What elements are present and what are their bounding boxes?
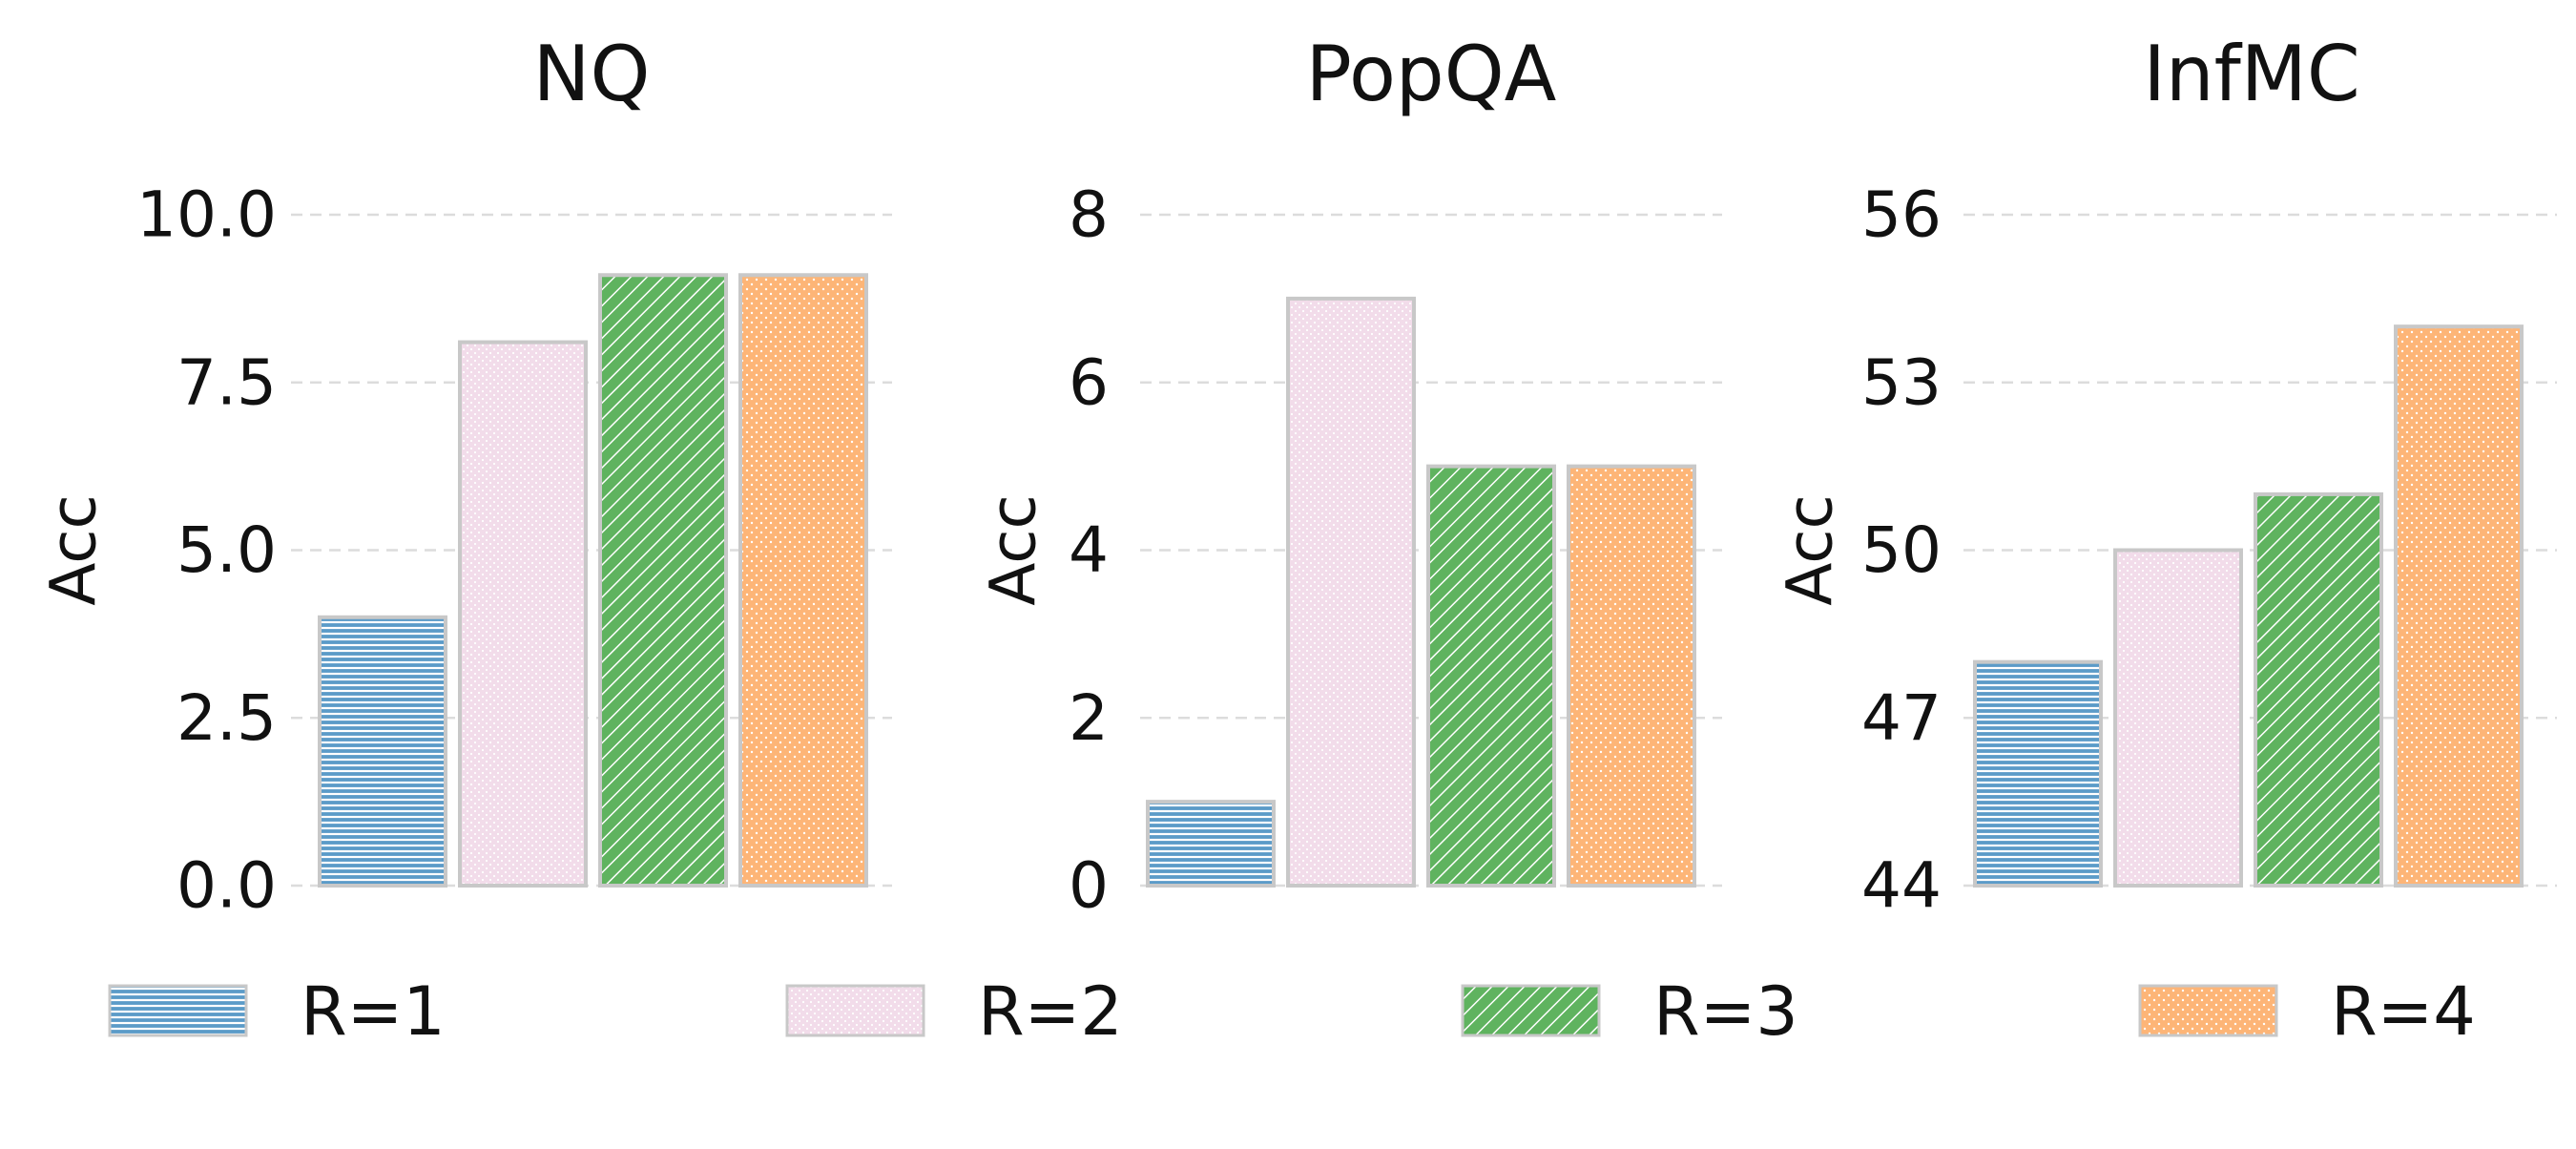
bar-r1 (1146, 800, 1276, 888)
bar-r4 (2394, 324, 2524, 888)
legend-item-r4: R=4 (2138, 972, 2476, 1051)
y-tick-label: 8 (1069, 178, 1109, 252)
y-tick-label: 44 (1861, 849, 1942, 923)
y-tick-label: 10.0 (136, 178, 277, 252)
y-axis-label: Acc (1774, 494, 1847, 606)
legend-swatch (2138, 984, 2278, 1037)
bar-r2 (1286, 296, 1416, 888)
legend-label: R=1 (301, 972, 446, 1051)
y-axis-label: Acc (977, 494, 1050, 606)
chart-panel-nq: NQ Acc 0.0 2.5 5.0 7.5 10.0 (37, 30, 892, 923)
y-tick-label: 47 (1861, 681, 1942, 755)
legend-label: R=3 (1653, 972, 1798, 1051)
legend-swatch (1461, 984, 1601, 1037)
panel-title: InfMC (2143, 30, 2359, 118)
bar-r3 (598, 273, 728, 888)
chart-panel-infmc: InfMC Acc 44 47 50 53 56 (1774, 30, 2557, 923)
y-tick-label: 2.5 (177, 681, 277, 755)
bar-r2 (458, 340, 588, 888)
bar-r4 (738, 273, 868, 888)
y-tick-label: 56 (1861, 178, 1942, 252)
legend: R=1 R=2 R=3 R=4 (108, 972, 2476, 1051)
y-tick-label: 2 (1069, 681, 1109, 755)
panel-title: PopQA (1306, 30, 1557, 118)
y-tick-label: 6 (1069, 345, 1109, 419)
bar-r1 (1973, 659, 2103, 888)
chart-panel-popqa: PopQA Acc 0 2 4 6 8 (977, 30, 1722, 923)
bar-r2 (2113, 548, 2243, 888)
y-axis-label: Acc (37, 494, 111, 606)
panel-title: NQ (533, 30, 651, 118)
legend-swatch (785, 984, 925, 1037)
bar-r4 (1567, 464, 1696, 888)
legend-item-r1: R=1 (108, 972, 446, 1051)
y-tick-label: 4 (1069, 513, 1109, 587)
y-tick-label: 0 (1069, 849, 1109, 923)
bar-r1 (318, 615, 447, 888)
legend-label: R=4 (2331, 972, 2476, 1051)
legend-item-r3: R=3 (1461, 972, 1798, 1051)
y-tick-label: 50 (1861, 513, 1942, 587)
legend-item-r2: R=2 (785, 972, 1123, 1051)
bar-r3 (2254, 491, 2383, 888)
y-tick-label: 0.0 (177, 849, 277, 923)
legend-label: R=2 (978, 972, 1123, 1051)
y-tick-label: 7.5 (177, 345, 277, 419)
y-tick-label: 5.0 (177, 513, 277, 587)
bar-r3 (1426, 464, 1556, 888)
y-tick-label: 53 (1861, 345, 1942, 419)
legend-swatch (108, 984, 248, 1037)
